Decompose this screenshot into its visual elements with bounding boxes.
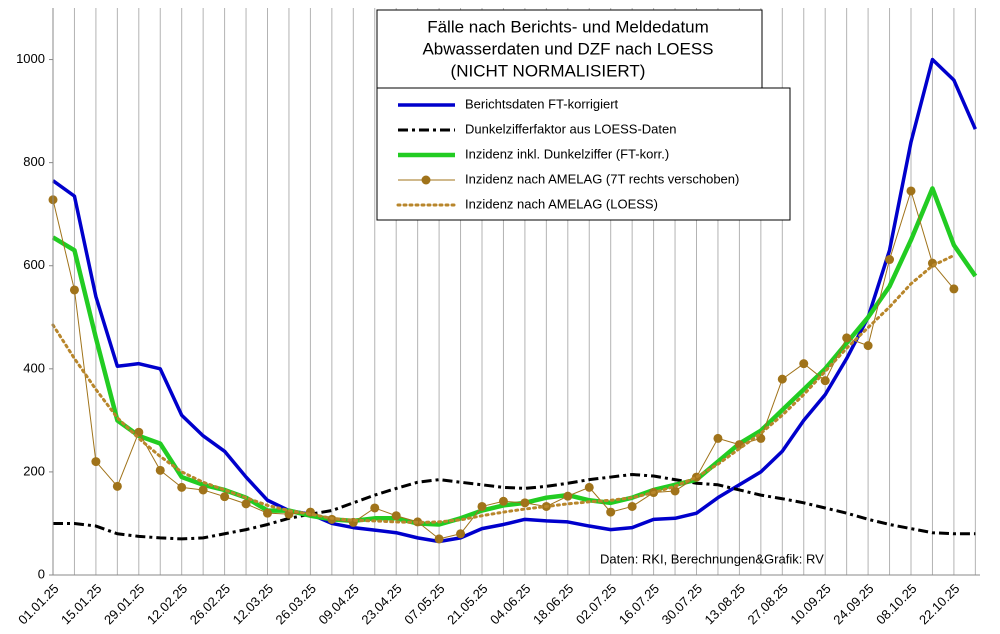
data-point	[606, 507, 616, 517]
data-point	[241, 499, 251, 509]
y-tick-label: 400	[23, 360, 45, 375]
data-point	[370, 503, 380, 513]
title-box	[376, 9, 763, 89]
data-point	[498, 496, 508, 506]
data-point	[220, 492, 230, 502]
legend-label: Inzidenz nach AMELAG (7T rechts verschob…	[465, 171, 739, 186]
data-point	[713, 433, 723, 443]
y-tick-label: 200	[23, 463, 45, 478]
data-point	[477, 501, 487, 511]
data-point	[391, 511, 401, 521]
series-line	[51, 57, 977, 544]
data-point	[906, 186, 916, 196]
data-point	[885, 255, 895, 265]
legend-label: Inzidenz nach AMELAG (LOESS)	[465, 196, 658, 211]
legend-label: Dunkelzifferfaktor aus LOESS-Daten	[465, 121, 676, 136]
legend-label: Berichtsdaten FT-korrigiert	[465, 96, 619, 111]
data-point	[627, 501, 637, 511]
y-tick-label: 0	[38, 566, 45, 581]
data-point	[520, 498, 530, 508]
data-point	[456, 529, 466, 539]
data-point	[155, 465, 165, 475]
plot	[48, 57, 978, 544]
data-point	[777, 374, 787, 384]
data-point	[198, 485, 208, 495]
data-point	[563, 491, 573, 501]
data-point	[863, 341, 873, 351]
y-tick-label: 600	[23, 257, 45, 272]
chart-title: Abwasserdaten und DZF nach LOESS	[422, 39, 713, 58]
chart-title: (NICHT NORMALISIERT)	[451, 61, 646, 80]
data-point	[434, 534, 444, 544]
y-tick-label: 1000	[16, 51, 45, 66]
data-point	[91, 457, 101, 467]
data-point	[820, 376, 830, 386]
data-point	[177, 482, 187, 492]
annotation: Daten: RKI, Berechnungen&Grafik: RV	[600, 551, 824, 566]
legend-label: Inzidenz inkl. Dunkelziffer (FT-korr.)	[465, 146, 669, 161]
legend-marker	[421, 175, 431, 185]
grid	[73, 8, 976, 575]
data-point	[112, 481, 122, 491]
data-point	[799, 359, 809, 369]
series-line	[53, 472, 976, 541]
y-tick-label: 800	[23, 154, 45, 169]
series-line	[51, 253, 956, 524]
data-point	[949, 284, 959, 294]
data-point	[670, 486, 680, 496]
series-line	[51, 186, 978, 527]
data-point	[842, 333, 852, 343]
data-point	[263, 508, 272, 518]
chart-title: Fälle nach Berichts- und Meldedatum	[427, 17, 709, 36]
legend-items: Berichtsdaten FT-korrigiert Dunkelzifferf…	[396, 96, 739, 211]
data-point	[69, 285, 79, 295]
data-point	[584, 482, 594, 492]
